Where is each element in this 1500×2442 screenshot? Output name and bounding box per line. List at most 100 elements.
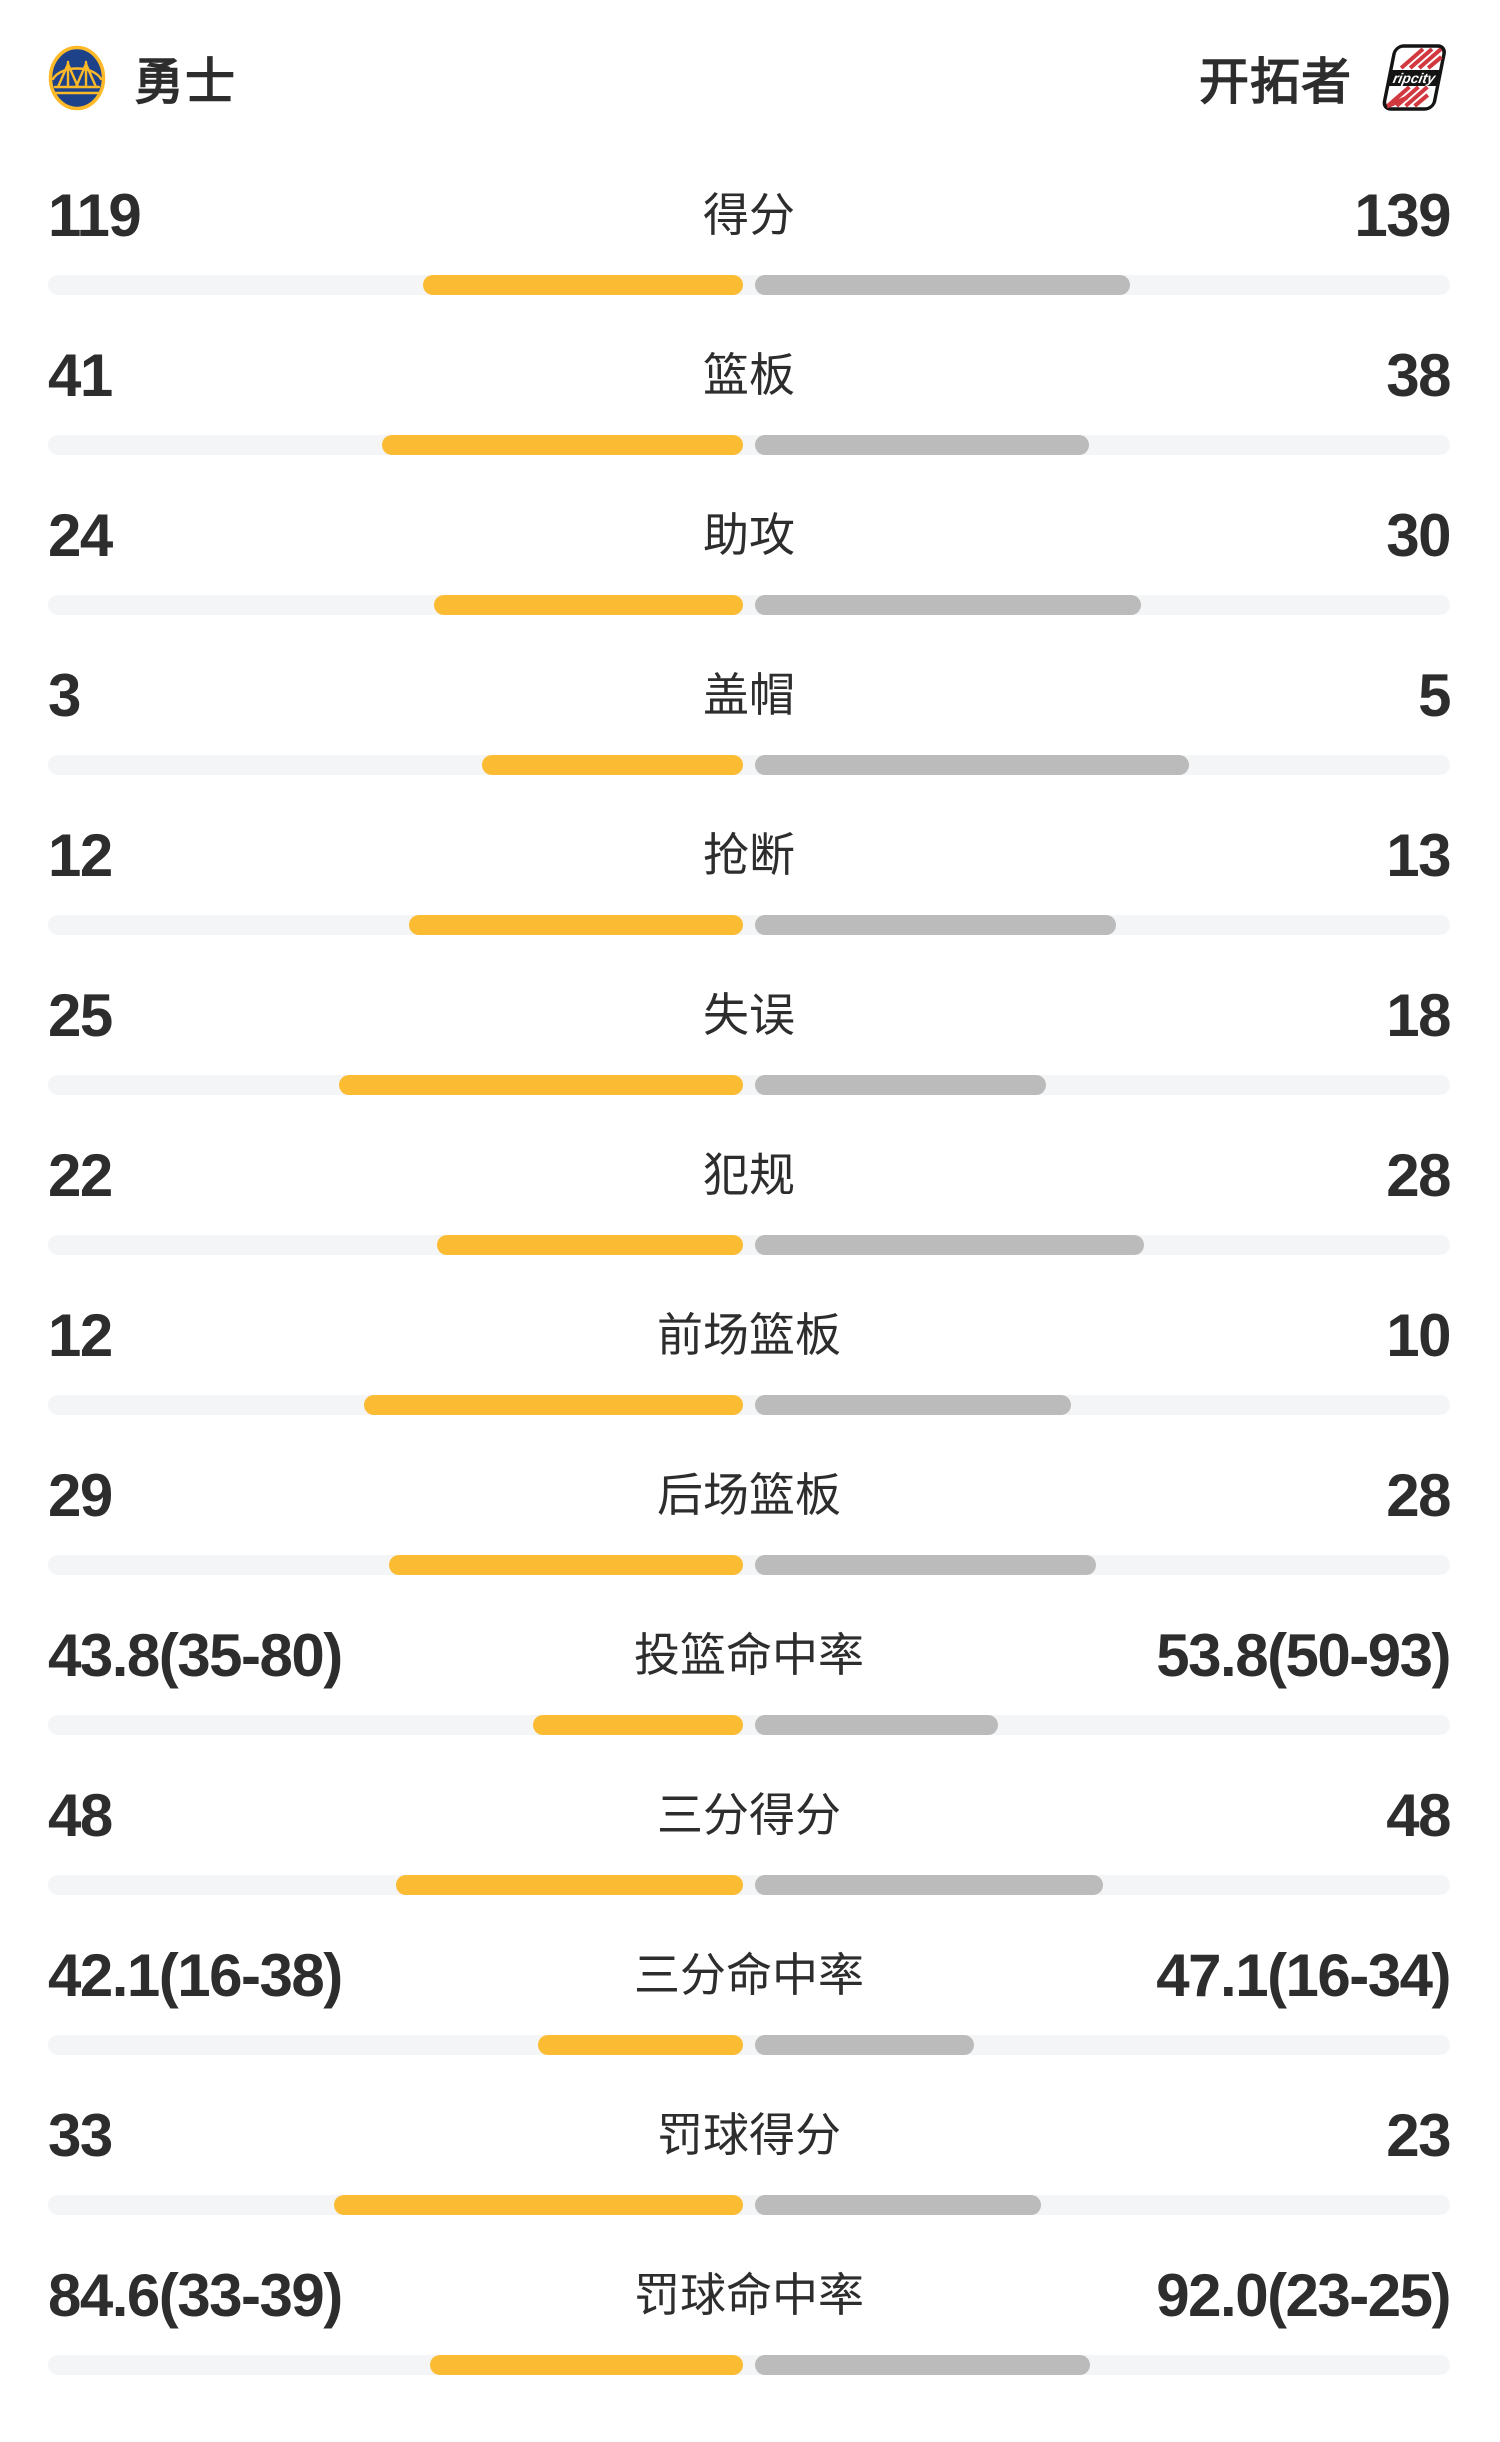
away-team-bar (755, 1235, 1145, 1255)
stat-bar-track (48, 595, 1450, 615)
stat-bar-track (48, 1075, 1450, 1095)
away-bar-half (749, 755, 1450, 775)
stat-row: 3 盖帽 5 (48, 664, 1451, 824)
stat-line: 84.6(33-39) 罚球命中率 92.0(23-25) (48, 2262, 1451, 2329)
warriors-logo-icon (48, 45, 106, 111)
stat-row: 24 助攻 30 (48, 502, 1451, 664)
stat-row: 48 三分得分 48 (48, 1782, 1451, 1944)
stat-line: 119 得分 139 (48, 182, 1451, 249)
stat-row: 42.1(16-38) 三分命中率 47.1(16-34) (48, 1944, 1451, 2104)
home-team-value: 33 (48, 2102, 113, 2169)
stat-label: 罚球命中率 (634, 2269, 864, 2321)
stat-label: 三分命中率 (634, 1949, 864, 2001)
stat-label: 犯规 (703, 1149, 795, 1201)
away-team-bar (755, 1395, 1072, 1415)
stat-row: 22 犯规 28 (48, 1144, 1451, 1304)
home-team-value: 25 (48, 982, 113, 1049)
home-team-header[interactable]: 勇士 (48, 42, 236, 114)
away-team-value: 38 (1386, 342, 1451, 409)
stat-bar-track (48, 755, 1450, 775)
stat-label: 三分得分 (657, 1789, 841, 1841)
stat-line: 3 盖帽 5 (48, 664, 1451, 728)
stat-bar-track (48, 435, 1450, 455)
stat-row: 29 后场篮板 28 (48, 1462, 1451, 1624)
away-bar-half (749, 1395, 1450, 1415)
home-team-value: 84.6(33-39) (48, 2262, 343, 2329)
away-bar-half (749, 2035, 1450, 2055)
home-bar-half (48, 1715, 749, 1735)
away-team-bar (755, 755, 1190, 775)
match-stats-panel: 勇士 开拓者 (0, 42, 1500, 2424)
stat-bar-track (48, 1235, 1450, 1255)
home-bar-half (48, 1555, 749, 1575)
home-team-bar (422, 275, 743, 295)
teams-header: 勇士 开拓者 (48, 42, 1450, 114)
away-team-header[interactable]: 开拓者 (1199, 42, 1450, 114)
stat-bar-track (48, 915, 1450, 935)
away-bar-half (749, 2355, 1450, 2375)
stat-label: 篮板 (703, 349, 795, 401)
stat-row: 84.6(33-39) 罚球命中率 92.0(23-25) (48, 2262, 1451, 2424)
away-team-name: 开拓者 (1199, 54, 1352, 110)
away-team-bar (755, 1555, 1097, 1575)
home-team-bar (389, 1555, 743, 1575)
home-bar-half (48, 1075, 749, 1095)
away-team-bar (755, 915, 1117, 935)
home-team-bar (437, 1235, 743, 1255)
home-team-bar (339, 1075, 743, 1095)
stat-bar-track (48, 1715, 1450, 1735)
home-team-name: 勇士 (134, 54, 236, 110)
home-team-bar (482, 755, 743, 775)
stat-line: 12 抢断 13 (48, 822, 1451, 889)
stat-label: 盖帽 (703, 669, 795, 721)
away-team-value: 18 (1386, 982, 1451, 1049)
home-bar-half (48, 435, 749, 455)
away-bar-half (749, 915, 1450, 935)
stat-row: 41 篮板 38 (48, 342, 1451, 504)
stat-line: 25 失误 18 (48, 982, 1451, 1049)
home-team-bar (395, 1875, 743, 1895)
home-team-bar (364, 1395, 743, 1415)
home-team-value: 24 (48, 502, 113, 569)
stat-label: 投篮命中率 (634, 1629, 864, 1681)
away-team-value: 139 (1354, 182, 1451, 249)
stat-label: 失误 (703, 989, 795, 1041)
home-team-value: 43.8(35-80) (48, 1622, 343, 1689)
home-team-bar (533, 1715, 743, 1735)
away-team-value: 92.0(23-25) (1156, 2262, 1451, 2329)
home-bar-half (48, 1235, 749, 1255)
home-team-value: 12 (48, 822, 113, 889)
away-team-value: 28 (1386, 1462, 1451, 1529)
stat-label: 后场篮板 (657, 1469, 841, 1521)
stat-label: 得分 (703, 189, 795, 241)
away-team-value: 30 (1386, 502, 1451, 569)
stat-bar-track (48, 1555, 1450, 1575)
home-bar-half (48, 2195, 749, 2215)
stat-line: 12 前场篮板 10 (48, 1304, 1451, 1368)
away-bar-half (749, 1715, 1450, 1735)
away-team-bar (755, 1715, 998, 1735)
home-bar-half (48, 915, 749, 935)
home-bar-half (48, 1875, 749, 1895)
blazers-ripcity-logo-icon: ripcity (1380, 44, 1450, 112)
stat-line: 29 后场篮板 28 (48, 1462, 1451, 1529)
away-team-bar (755, 2355, 1090, 2375)
stat-line: 24 助攻 30 (48, 502, 1451, 569)
home-bar-half (48, 755, 749, 775)
stat-row: 12 抢断 13 (48, 822, 1451, 984)
home-team-value: 41 (48, 342, 113, 409)
stat-label: 抢断 (703, 829, 795, 881)
away-team-bar (755, 1875, 1103, 1895)
home-team-value: 29 (48, 1462, 113, 1529)
stat-bar-track (48, 1395, 1450, 1415)
stat-bar-track (48, 2355, 1450, 2375)
stat-line: 42.1(16-38) 三分命中率 47.1(16-34) (48, 1944, 1451, 2008)
away-team-bar (755, 275, 1130, 295)
away-team-value: 48 (1386, 1782, 1451, 1849)
stat-line: 43.8(35-80) 投篮命中率 53.8(50-93) (48, 1622, 1451, 1689)
stat-bar-track (48, 1875, 1450, 1895)
home-bar-half (48, 1395, 749, 1415)
stat-line: 48 三分得分 48 (48, 1782, 1451, 1849)
away-bar-half (749, 1555, 1450, 1575)
away-team-bar (755, 2195, 1041, 2215)
